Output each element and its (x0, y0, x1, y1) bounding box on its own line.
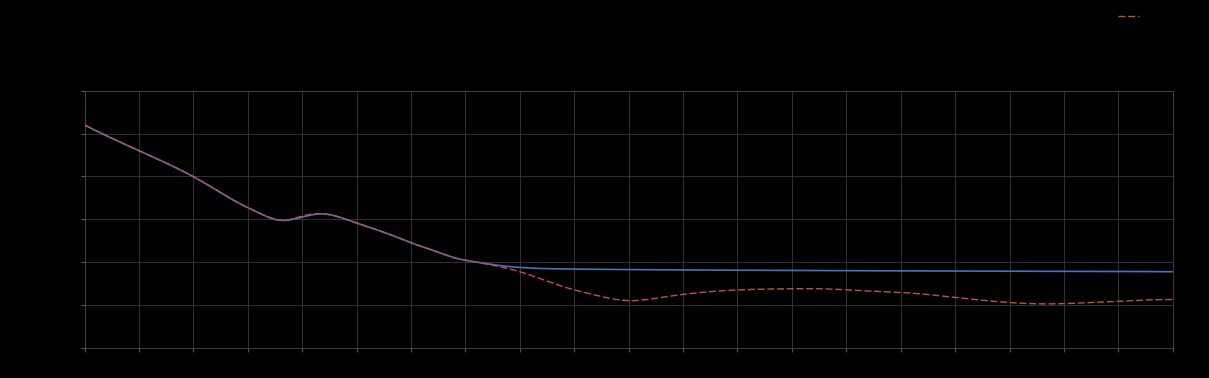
Legend: , : , (1113, 0, 1146, 25)
